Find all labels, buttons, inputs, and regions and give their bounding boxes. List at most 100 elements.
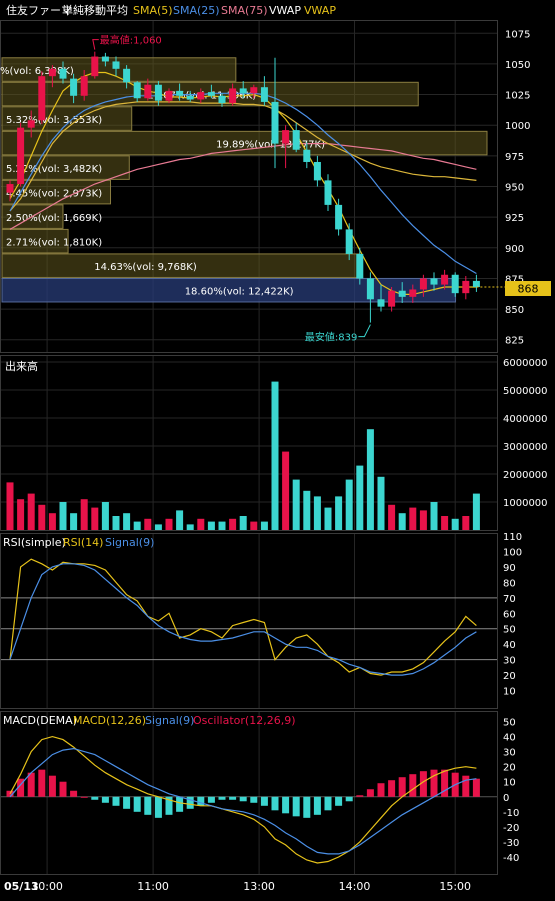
macd-oscillator-bar <box>48 775 56 797</box>
candle-body <box>292 130 300 150</box>
macd-legend-macd: MACD(12,26) <box>73 714 146 727</box>
price-tick-label: 1075 <box>505 29 530 40</box>
low-label: 最安値:839 <box>305 331 357 344</box>
volume-profile-label: 14.63%(vol: 9,768K) <box>94 262 197 273</box>
candle-body <box>6 184 14 193</box>
volume-bar <box>207 521 215 530</box>
macd-tick-label: 40 <box>503 733 516 744</box>
volume-bars <box>6 381 480 530</box>
macd-oscillator-bar <box>154 796 162 818</box>
candle-body <box>207 92 215 96</box>
volume-bar <box>250 521 258 530</box>
macd-tick-label: -10 <box>503 808 519 819</box>
volume-profile-label: 5.32%(vol: 3,553K) <box>6 115 102 126</box>
macd-oscillator-bar <box>38 769 46 797</box>
rsi-tick-label: 30 <box>503 656 516 667</box>
volume-profile: 14.63%(vol: 9,768K) 18.60%(vol: 12,422K) 2… <box>0 57 488 303</box>
rsi-tick-label: 20 <box>503 671 516 682</box>
candle-body <box>250 87 258 94</box>
volume-bar <box>80 499 88 530</box>
volume-tick-label: 2000000 <box>503 470 548 481</box>
time-tick-label: 10:00 <box>31 880 63 893</box>
volume-bar <box>366 429 374 530</box>
macd-oscillator-bar <box>377 783 385 797</box>
volume-profile-label: 2.71%(vol: 1,810K) <box>6 238 102 249</box>
axis-labels: 10:00 11:00 13:00 14:00 15:00825850875900925… <box>31 29 547 893</box>
macd-oscillator-bar <box>366 789 374 797</box>
volume-bar <box>112 516 120 530</box>
macd-oscillator-bar <box>101 796 109 803</box>
rsi-panel <box>0 533 498 709</box>
volume-bar <box>472 493 480 530</box>
current-price-tag <box>505 281 551 296</box>
candle-body <box>80 76 88 96</box>
macd-oscillator-bar <box>282 796 290 814</box>
volume-bar <box>292 479 300 530</box>
volume-tick-label: 3000000 <box>503 442 548 453</box>
price-tick-label: 875 <box>505 274 524 285</box>
candle-body <box>229 88 237 104</box>
volume-bar <box>462 516 470 530</box>
volume-bar <box>176 510 184 530</box>
price-tick-label: 975 <box>505 152 524 163</box>
macd-title: MACD(DEMA) <box>3 714 77 727</box>
candle-body <box>123 68 131 83</box>
macd-legend-signal: Signal(9) <box>145 714 194 727</box>
volume-bar <box>27 493 35 530</box>
macd-oscillator-bar <box>250 796 258 803</box>
candle-body <box>472 280 480 288</box>
volume-bar <box>38 504 46 530</box>
volume-tick-label: 4000000 <box>503 414 548 425</box>
macd-tick-label: 50 <box>503 718 516 729</box>
rsi-tick-label: 40 <box>503 640 516 651</box>
candle-body <box>430 278 438 285</box>
legend-vwap-1: VWAP <box>269 4 301 17</box>
volume-bar <box>313 496 321 530</box>
volume-profile-bar <box>1 155 130 180</box>
rsi-title: RSI(simple) <box>3 536 66 549</box>
candle-body <box>419 278 427 290</box>
legend-vwap-2: VWAP <box>304 4 336 17</box>
candle-body <box>59 68 67 79</box>
candle-body <box>17 127 25 185</box>
volume-bar <box>144 518 152 530</box>
volume-profile-bar <box>1 130 488 156</box>
volume-bar <box>70 513 78 530</box>
legend-sma25: SMA(25) <box>173 4 220 17</box>
candle-body <box>38 76 46 121</box>
macd-oscillator-bar <box>197 796 205 806</box>
candle-body <box>356 253 364 279</box>
volume-profile-label: 2.50%(vol: 1,669K) <box>6 213 102 224</box>
volume-tick-label: 5000000 <box>503 386 548 397</box>
rsi-tick-label: 100 <box>503 547 522 558</box>
macd-oscillator-bar <box>229 796 237 800</box>
macd-panel <box>0 711 498 875</box>
rsi-tick-label: 90 <box>503 563 516 574</box>
legend-sma-group: 単純移動平均 <box>62 3 128 17</box>
volume-bar <box>398 513 406 530</box>
price-series: 最高値:1,060 最安値:839 <box>6 34 505 344</box>
macd-oscillator-bar <box>70 790 78 797</box>
macd-oscillator-bar <box>345 796 353 802</box>
volume-profile-bar <box>1 179 112 205</box>
vwap-line <box>9 101 477 212</box>
candle-body <box>27 120 35 128</box>
macd-tick-label: -40 <box>503 853 519 864</box>
volume-bar <box>441 516 449 530</box>
rsi-signal-line <box>9 563 477 676</box>
rsi-tick-label: 70 <box>503 594 516 605</box>
volume-bar <box>409 507 417 530</box>
candle-body <box>70 78 78 96</box>
candle-body <box>282 130 290 144</box>
candle-body <box>366 278 374 300</box>
price-tick-label: 1050 <box>505 60 530 71</box>
macd-tick-label: 10 <box>503 778 516 789</box>
price-panel <box>0 20 498 353</box>
volume-profile-bar <box>1 228 69 254</box>
time-tick-label: 11:00 <box>137 880 169 893</box>
macd-oscillator-bar <box>218 796 226 800</box>
macd-oscillator-bar <box>388 780 396 797</box>
volume-bar <box>388 504 396 530</box>
volume-bar <box>17 499 25 530</box>
